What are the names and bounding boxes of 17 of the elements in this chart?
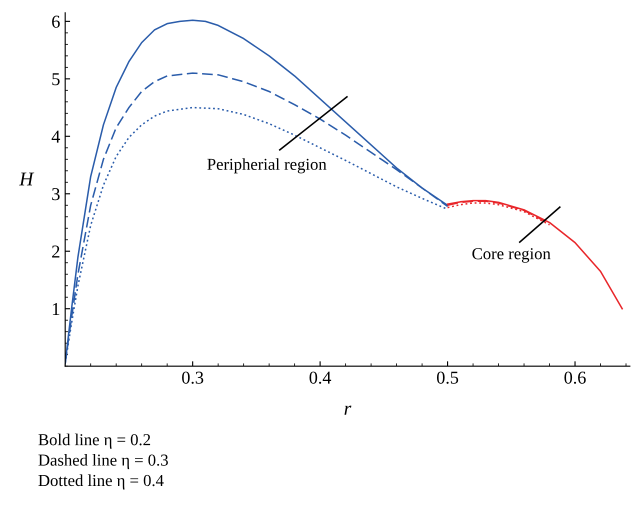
y-tick-label: 5 xyxy=(52,73,60,86)
annotation: Peripherial region xyxy=(207,158,326,174)
y-tick-label: 4 xyxy=(52,130,60,143)
x-axis-title: r xyxy=(344,406,352,415)
text: Dashed line η = 0.3 xyxy=(38,454,168,470)
y-tick-label: 3 xyxy=(52,188,60,200)
annotation: Core region xyxy=(472,248,551,263)
x-tick-label: 0.3 xyxy=(182,372,204,384)
x-tick-label: 0.5 xyxy=(436,372,458,384)
x-tick-label: 0.6 xyxy=(564,372,586,384)
y-tick-label: 1 xyxy=(52,303,60,315)
text: Bold line η = 0.2 xyxy=(38,434,150,449)
y-tick-label: 6 xyxy=(52,16,60,28)
x-tick-label: 0.4 xyxy=(310,372,332,384)
y-axis-title: H xyxy=(19,172,34,186)
text: Dotted line η = 0.4 xyxy=(38,474,164,490)
y-tick-label: 2 xyxy=(52,246,60,258)
